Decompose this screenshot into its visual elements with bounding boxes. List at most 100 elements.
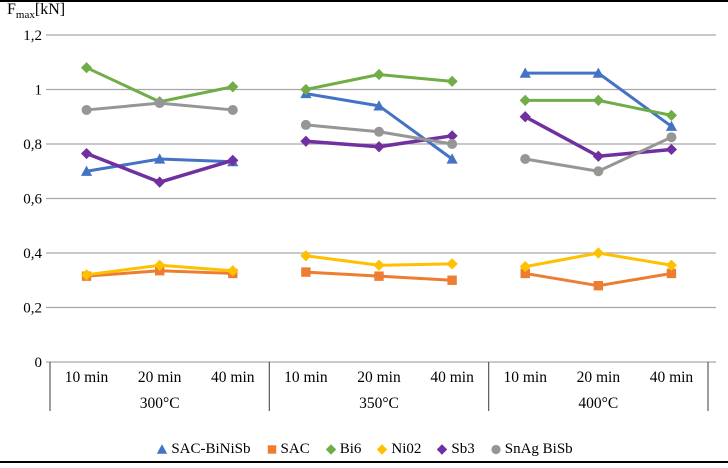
legend-label: Ni02 <box>391 441 422 457</box>
data-point-marker <box>446 75 458 87</box>
line-chart: 0 0,2 0,4 0,6 0,8 1 1,2 10 min 20 min 40 min 300°C… <box>23 28 716 412</box>
data-point-marker <box>519 261 531 273</box>
data-point-marker <box>374 126 384 137</box>
data-point-marker <box>447 275 457 285</box>
title-subscript: max <box>15 9 35 22</box>
legend-item-bi6: Bi6 <box>324 441 362 458</box>
y-tick-label: 0 <box>35 355 43 371</box>
legend-label: SAC <box>280 441 310 457</box>
data-point-marker <box>592 67 604 78</box>
data-point-marker <box>300 135 312 147</box>
y-tick-label: 0,8 <box>23 137 42 153</box>
x-tick-time-label: 10 min <box>284 369 328 386</box>
data-point-marker <box>300 250 312 262</box>
data-point-marker <box>519 94 531 106</box>
y-tick-label: 1,2 <box>23 28 42 44</box>
legend-item-sac-binisb: SAC-BiNiSb <box>155 441 251 458</box>
data-point-marker <box>520 268 530 279</box>
data-point-marker <box>665 259 678 271</box>
data-point-marker <box>665 109 678 121</box>
y-tick-label: 0,2 <box>23 301 42 317</box>
data-point-marker <box>300 119 311 130</box>
y-axis-title: Fmax[kN] <box>7 1 65 21</box>
data-point-marker <box>301 267 311 277</box>
data-point-marker <box>665 143 678 156</box>
data-point-marker <box>446 153 458 164</box>
data-point-marker <box>80 147 93 160</box>
square-marker-icon <box>267 445 276 454</box>
x-tick-time-label: 20 min <box>577 369 621 386</box>
series-line <box>524 115 672 159</box>
bottom-border-line <box>0 461 728 463</box>
data-point-marker <box>154 176 166 188</box>
top-border-line <box>0 0 728 2</box>
data-point-marker <box>227 104 238 115</box>
data-point-marker <box>520 153 531 164</box>
data-point-marker <box>593 166 604 177</box>
title-unit: [kN] <box>34 1 66 18</box>
x-tick-time-label: 40 min <box>430 369 474 386</box>
legend-item-snag-bisb: SnAg BiSb <box>489 441 573 458</box>
legend-marker-shape <box>377 444 388 455</box>
title-symbol: F <box>7 1 16 18</box>
legend-marker-shape <box>325 444 336 455</box>
legend-marker-shape <box>157 444 168 454</box>
y-tick-label: 0,6 <box>23 192 42 208</box>
data-point-marker <box>446 258 458 270</box>
triangle-marker-icon <box>157 444 168 454</box>
circle-marker-icon <box>491 444 501 455</box>
diamond-marker-icon <box>437 444 448 455</box>
data-point-marker <box>374 271 384 281</box>
data-point-marker <box>519 111 531 123</box>
legend-item-ni02: Ni02 <box>375 441 421 458</box>
legend-marker-shape <box>437 444 448 455</box>
x-tick-time-label: 20 min <box>138 369 182 386</box>
data-point-marker <box>592 94 604 106</box>
legend-item-sac: SAC <box>265 441 310 458</box>
x-group-temp-label: 400°C <box>578 395 618 412</box>
data-point-marker <box>592 150 604 162</box>
chart-legend: SAC-BiNiSb SAC Bi6 Ni02 Sb3 SnAg BiSb <box>0 439 728 460</box>
data-point-marker <box>593 281 604 291</box>
data-point-marker <box>154 153 166 164</box>
data-point-marker <box>592 247 604 259</box>
data-point-marker <box>80 269 93 281</box>
data-point-marker <box>519 67 531 78</box>
diamond-marker-icon <box>377 444 388 455</box>
legend-label: Sb3 <box>451 441 475 457</box>
x-tick-time-label: 40 min <box>650 369 694 386</box>
data-point-marker <box>80 62 93 74</box>
data-point-marker <box>227 81 239 93</box>
data-point-marker <box>666 268 677 279</box>
data-point-marker <box>80 165 93 176</box>
data-point-marker <box>227 154 239 166</box>
legend-marker-shape <box>491 444 501 455</box>
data-point-marker <box>154 259 166 271</box>
y-tick-label: 0,4 <box>23 246 42 262</box>
x-group-temp-label: 350°C <box>359 395 399 412</box>
data-point-marker <box>373 68 385 81</box>
x-tick-time-label: 10 min <box>503 369 547 386</box>
data-point-marker <box>446 130 458 142</box>
data-point-marker <box>447 139 458 149</box>
data-point-marker <box>300 83 312 96</box>
legend-marker-shape <box>267 445 276 454</box>
legend-label: SAC-BiNiSb <box>171 441 251 457</box>
x-group-temp-label: 300°C <box>140 395 180 412</box>
data-point-marker <box>666 132 677 143</box>
y-tick-label: 1 <box>35 83 43 99</box>
x-tick-time-label: 20 min <box>357 369 401 386</box>
x-tick-time-label: 10 min <box>65 369 109 386</box>
data-point-marker <box>373 141 385 153</box>
data-point-marker <box>81 104 92 115</box>
data-point-marker <box>665 120 678 131</box>
data-point-marker <box>227 265 239 277</box>
x-tick-time-label: 40 min <box>211 369 255 386</box>
legend-item-sb3: Sb3 <box>435 441 475 458</box>
diamond-marker-icon <box>325 444 336 455</box>
legend-label: SnAg BiSb <box>504 441 573 457</box>
data-point-marker <box>154 98 165 109</box>
legend-label: Bi6 <box>339 441 362 457</box>
data-point-marker <box>373 259 385 271</box>
